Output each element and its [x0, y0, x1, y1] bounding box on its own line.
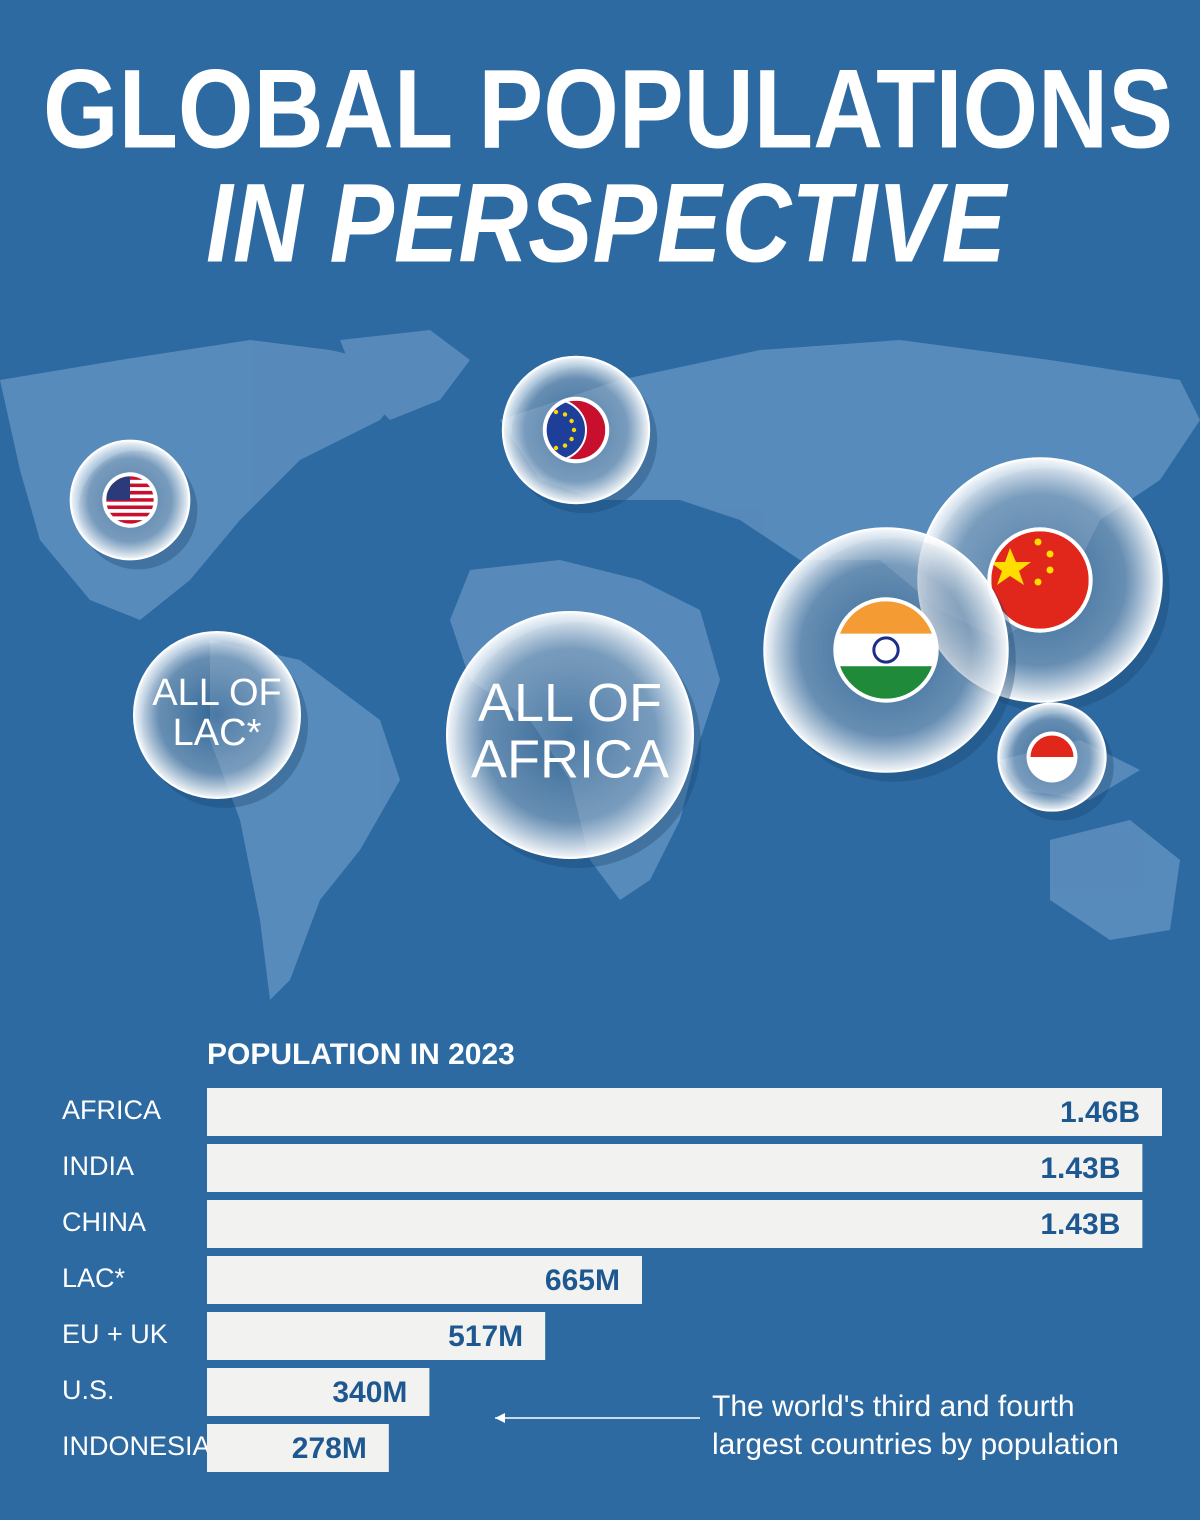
bubble-label: ALL OF	[478, 673, 662, 733]
value-label: 1.43B	[1040, 1208, 1120, 1241]
flag-part	[106, 505, 154, 510]
annotation: The world's third and fourth	[712, 1390, 1075, 1423]
bar	[207, 1088, 1162, 1136]
title: GLOBAL POPULATIONS	[43, 47, 1173, 172]
value-label: 1.46B	[1060, 1096, 1140, 1129]
flag	[837, 601, 935, 699]
flag-part	[106, 501, 154, 506]
value-label: 517M	[448, 1320, 523, 1353]
bar	[207, 1200, 1143, 1248]
flag-part	[562, 412, 568, 417]
bubble-group	[997, 702, 1114, 821]
bar	[207, 1312, 546, 1360]
bar	[207, 1144, 1143, 1192]
flag-part	[553, 445, 559, 451]
value-label: 278M	[292, 1432, 367, 1465]
category-label: AFRICA	[62, 1095, 161, 1125]
bubble-group	[763, 527, 1016, 782]
category-label: LAC*	[62, 1263, 126, 1293]
value-label: 340M	[332, 1376, 407, 1409]
flag	[1030, 735, 1074, 779]
flag-part	[562, 443, 568, 448]
subtitle: IN PERSPECTIVE	[206, 161, 1009, 286]
flag-part	[546, 400, 587, 460]
arrow-head	[495, 1413, 505, 1423]
bubble-group	[69, 439, 198, 570]
bubble-label: LAC*	[173, 712, 262, 754]
value-label: 1.43B	[1040, 1152, 1120, 1185]
category-label: EU + UK	[62, 1319, 168, 1349]
annotation: largest countries by population	[712, 1428, 1119, 1461]
flag	[546, 400, 606, 460]
flag-part	[872, 636, 900, 664]
axis-title: POPULATION IN 2023	[207, 1038, 515, 1071]
category-label: INDONESIA	[62, 1431, 211, 1461]
bubble	[132, 630, 302, 800]
bar	[207, 1368, 430, 1416]
flag-part	[106, 516, 154, 521]
flag-part	[1034, 578, 1042, 586]
flag-part	[571, 427, 577, 433]
bar	[207, 1424, 389, 1472]
bars: AFRICA 1.46B INDIA 1.43B CHINA 1.43B LAC* 665M E…	[62, 1088, 1162, 1472]
bubble	[446, 611, 694, 859]
value-label: 665M	[545, 1264, 620, 1297]
bubble-label: ALL OF	[152, 672, 282, 714]
bubble-group	[501, 355, 658, 514]
flag-part	[1030, 735, 1074, 757]
flag-part	[569, 436, 574, 442]
flag-part	[1046, 566, 1054, 574]
bar	[207, 1256, 642, 1304]
flag-part	[106, 520, 154, 524]
category-label: CHINA	[62, 1207, 146, 1237]
bubble-label: AFRICA	[471, 730, 669, 790]
flag-part	[1034, 538, 1042, 546]
flag-part	[991, 548, 1031, 585]
category-label: U.S.	[62, 1375, 115, 1405]
flag-part	[553, 409, 559, 415]
flag-part	[1030, 757, 1074, 779]
flag	[106, 476, 154, 524]
flag-part	[569, 418, 574, 424]
flag	[991, 531, 1089, 629]
flag-part	[106, 509, 154, 513]
flag-part	[1046, 550, 1054, 558]
flag-part	[106, 512, 154, 517]
category-label: INDIA	[62, 1151, 134, 1181]
